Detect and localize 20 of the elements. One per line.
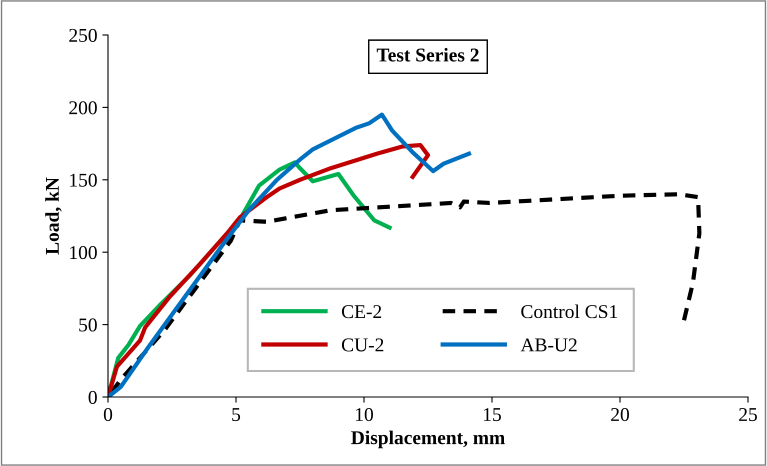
x-tick-label: 25 bbox=[739, 408, 757, 422]
legend-label: Control CS1 bbox=[521, 304, 618, 318]
x-tick-label: 20 bbox=[611, 408, 629, 422]
line-series bbox=[108, 112, 472, 397]
y-tick-label: 50 bbox=[79, 318, 97, 332]
legend-label: CU-2 bbox=[342, 338, 384, 352]
y-tick-label: 200 bbox=[69, 101, 97, 114]
text: Test Series 2 bbox=[376, 48, 479, 62]
legend-label: CE-2 bbox=[342, 305, 382, 318]
x-tick-label: 15 bbox=[484, 408, 501, 422]
x-axis-title: Displacement, mm bbox=[351, 430, 505, 448]
x-tick-label: 0 bbox=[104, 408, 112, 422]
y-axis-title: Load, kN bbox=[45, 177, 62, 255]
x-tick-label: 10 bbox=[356, 408, 373, 422]
y-tick-label: 100 bbox=[70, 246, 97, 260]
y-tick-label: 0 bbox=[88, 390, 97, 404]
legend-label: AB-U2 bbox=[520, 338, 577, 352]
x-tick-label: 5 bbox=[232, 408, 240, 422]
y-tick-label: 150 bbox=[70, 174, 97, 187]
y-tick-label: 250 bbox=[69, 28, 97, 42]
